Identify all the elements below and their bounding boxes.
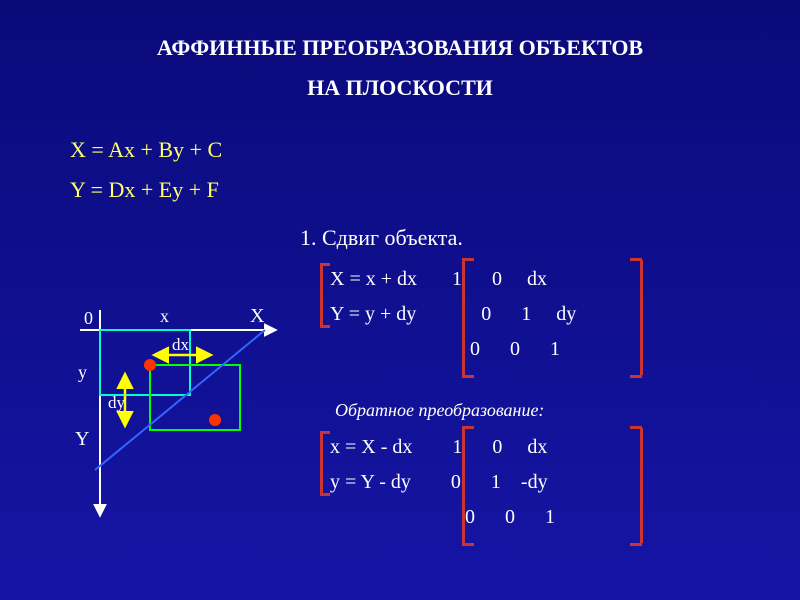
inv-eq2: y = Y - dy — [330, 471, 411, 493]
bracket-inv-eq-left — [320, 433, 323, 493]
section-label: 1. Сдвиг объекта. — [300, 225, 463, 251]
bracket-fwd-mat-left — [462, 260, 465, 375]
rect-after — [150, 365, 240, 430]
x-small-label: x — [160, 306, 169, 326]
fwd-eq2: Y = y + dy — [330, 303, 416, 325]
inv-eq1: x = X - dx — [330, 436, 412, 458]
dx-label: dx — [172, 335, 190, 354]
general-eq-1: X = Ax + By + C — [70, 130, 222, 170]
title-line2: НА ПЛОСКОСТИ — [0, 68, 800, 108]
y-axis-label: Y — [75, 428, 89, 450]
origin-label: 0 — [84, 308, 93, 328]
bracket-inv-mat-left — [462, 428, 465, 543]
translation-diagram: 0 x X y Y dx dy — [60, 300, 290, 530]
dy-label: dy — [108, 393, 126, 412]
dot-before — [144, 359, 156, 371]
bracket-fwd-mat-right — [640, 260, 643, 375]
fwd-eq1: X = x + dx — [330, 268, 417, 290]
general-eq-2: Y = Dx + Ey + F — [70, 170, 222, 210]
bracket-inv-mat-right — [640, 428, 643, 543]
bracket-fwd-eq-left — [320, 265, 323, 325]
title-line1: АФФИННЫЕ ПРЕОБРАЗОВАНИЯ ОБЪЕКТОВ — [0, 28, 800, 68]
inverse-block: x = X - dx 1 0 dx y = Y - dy 0 1 -dy 0 0… — [330, 430, 555, 535]
dot-after — [209, 414, 221, 426]
y-small-label: y — [78, 362, 87, 382]
inverse-label: Обратное преобразование: — [335, 400, 544, 421]
x-axis-label: X — [250, 305, 265, 327]
forward-block: X = x + dx 1 0 dx Y = y + dy 0 1 dy 0 0 … — [330, 262, 576, 367]
